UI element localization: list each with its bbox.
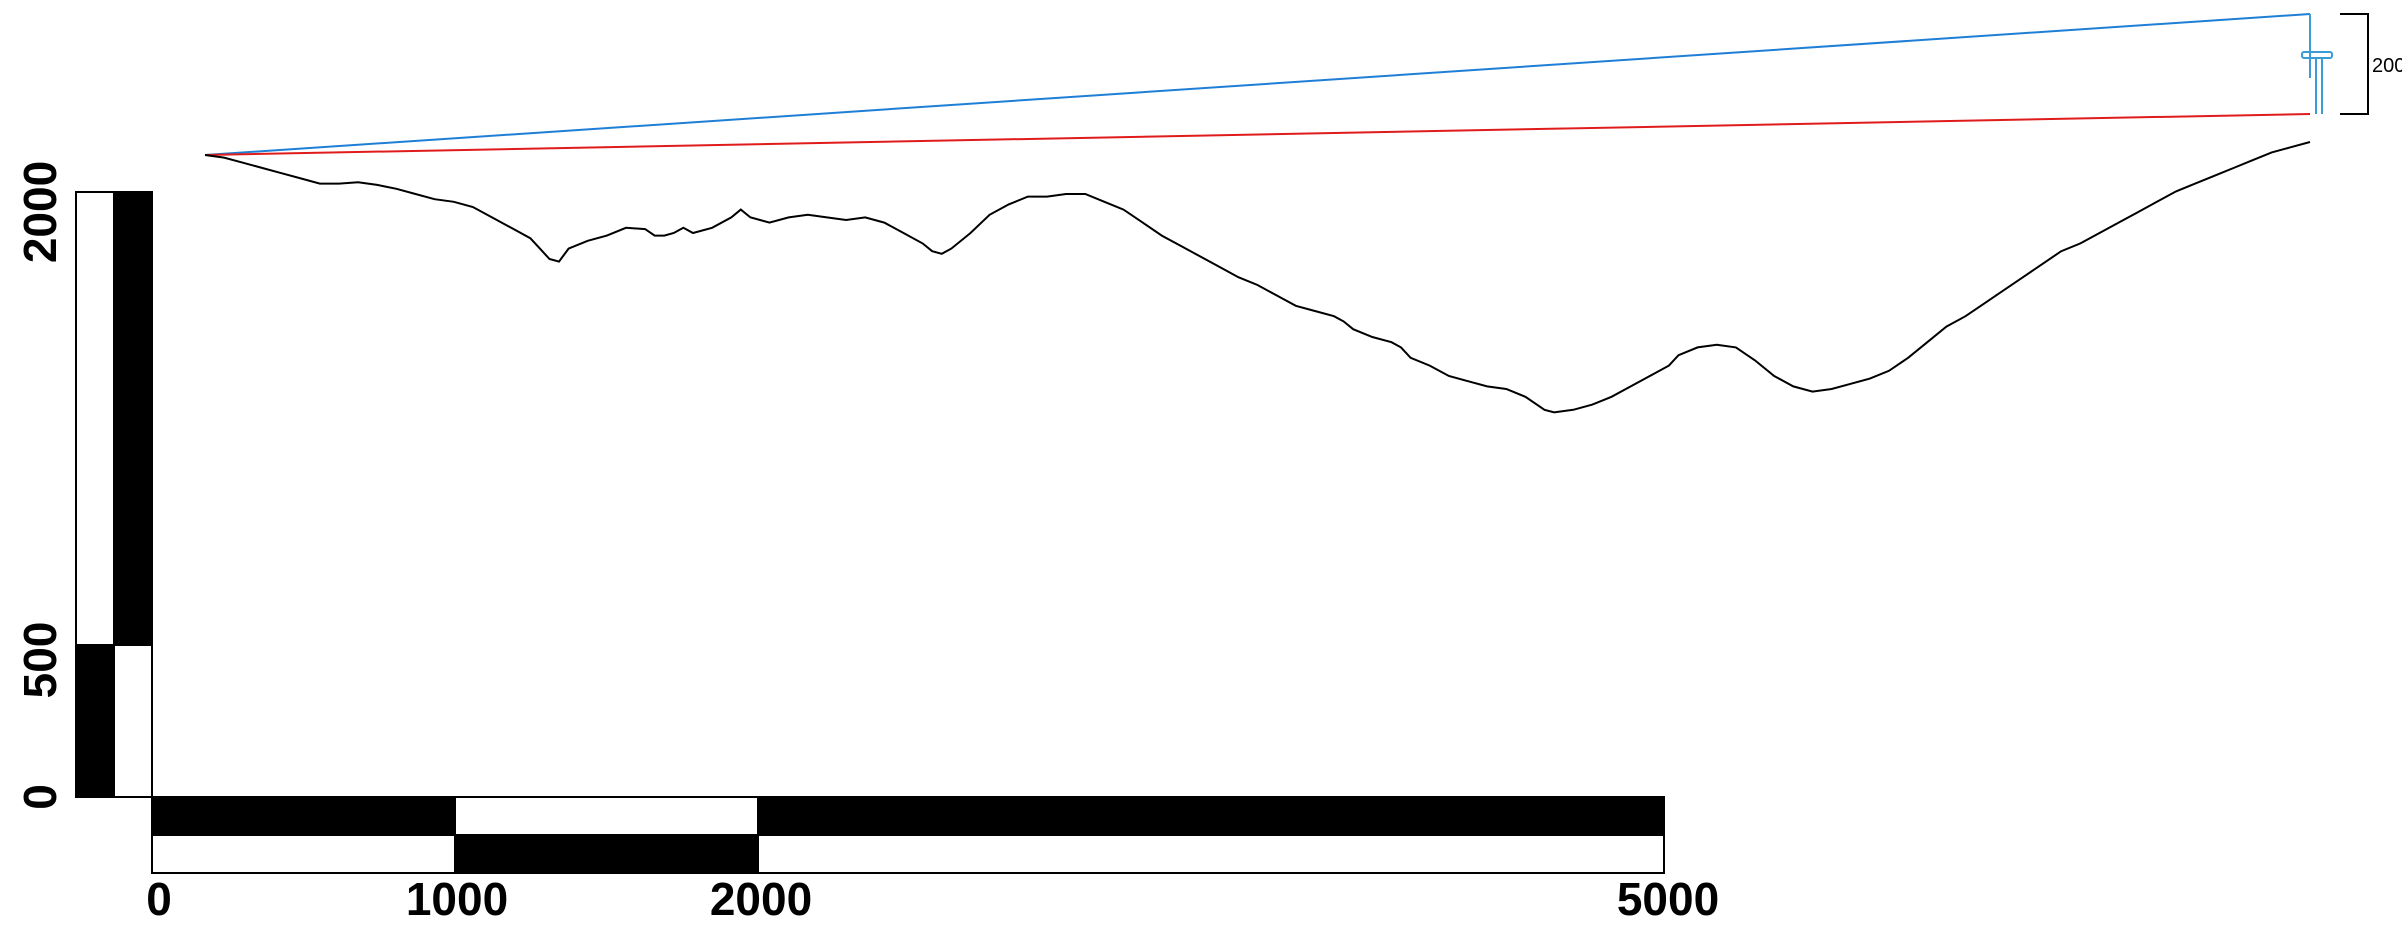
x-scale-bar-bottom-1000-2000 [454,834,759,874]
x-scale-bar-top-1000-2000 [454,796,759,836]
y-tick-label-0: 0 [14,784,66,810]
height-bracket [2340,13,2369,115]
x-scale-bar-bottom-2000-5000 [757,834,1665,874]
x-tick-label-2000: 2000 [710,873,812,925]
x-tick-label-5000: 5000 [1617,873,1719,925]
x-scale-bar-top-0-1000 [151,796,456,836]
x-tick-label-0: 0 [146,873,172,925]
y-tick-label-2000: 2000 [14,161,66,263]
y-scale-bar: 0 500 2000 [14,161,153,810]
terrain-profile-line [204,141,2311,414]
sightline-red [204,113,2311,156]
turbine-icon [2301,14,2333,114]
y-scale-bar-left-bottom [75,644,115,798]
sightline-blue [204,13,2311,156]
x-scale-bar: 0 1000 2000 5000 [146,796,1719,925]
height-marker-label: 200 [2372,55,2402,77]
y-tick-label-500: 500 [14,622,66,699]
height-marker: 200 [2340,13,2402,115]
x-scale-bar-bottom-0-1000 [151,834,456,874]
y-scale-bar-right-bottom [113,644,153,798]
x-tick-label-1000: 1000 [406,873,508,925]
x-scale-bar-top-2000-5000 [757,796,1665,836]
y-scale-bar-left-top [75,191,115,646]
y-scale-bar-right-top [113,191,153,646]
